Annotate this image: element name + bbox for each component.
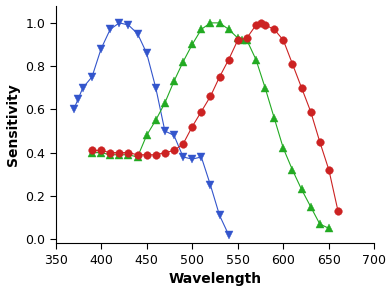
Y-axis label: Sensitivity: Sensitivity — [5, 83, 20, 166]
X-axis label: Wavelength: Wavelength — [169, 272, 261, 286]
